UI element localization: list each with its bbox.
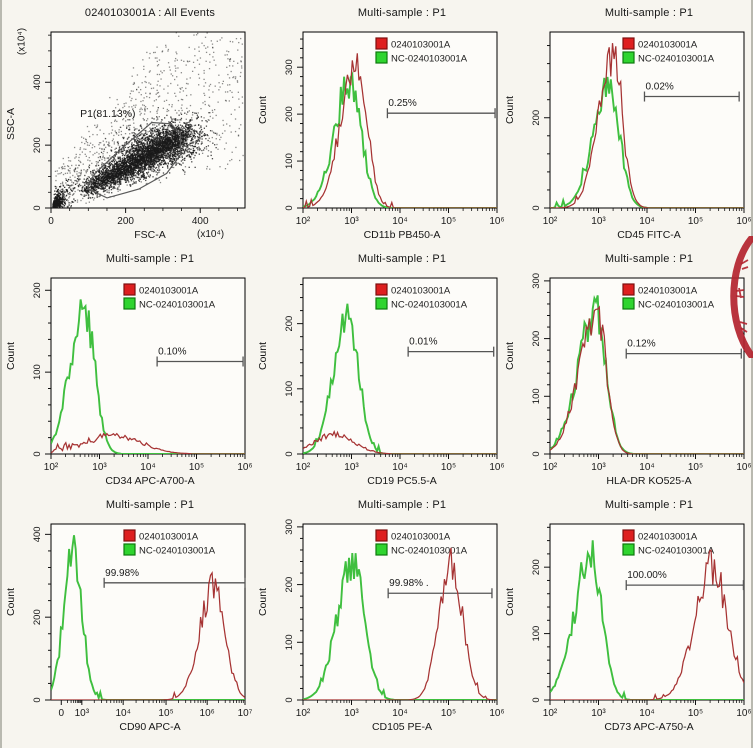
panel-title: Multi-sample : P1 (105, 499, 195, 511)
panel-cd45: Multi-sample : P1 Count 0 200 10² 10³ 10⁴ 10⁵… (504, 6, 752, 254)
x-axis-label: CD11b PB450-A (363, 229, 441, 241)
svg-text:200: 200 (32, 137, 43, 153)
panel-title: Multi-sample : P1 (357, 7, 447, 19)
panel-title: Multi-sample : P1 (357, 499, 447, 511)
panel-cd19: Multi-sample : P1 Count 0 100 200 10² 10³ 10⁴… (257, 252, 505, 500)
panel-title: Multi-sample : P1 (604, 253, 694, 265)
x-axis-label: CD90 APC-A (119, 721, 181, 733)
panel-title: Multi-sample : P1 (105, 253, 195, 265)
x-axis-label: CD45 FITC-A (617, 229, 681, 241)
x-axis-label: HLA-DR KO525-A (606, 475, 692, 487)
svg-text:400: 400 (192, 216, 209, 227)
svg-text:200: 200 (117, 216, 134, 227)
panel-title: Multi-sample : P1 (357, 253, 447, 265)
panel-hladr: Multi-sample : P1 Count 0 100 200 300 10² 10³… (504, 252, 752, 500)
red-seal-icon (730, 236, 753, 358)
panel-title: Multi-sample : P1 (604, 499, 694, 511)
svg-text:0: 0 (32, 205, 43, 210)
svg-text:400: 400 (32, 74, 43, 90)
panel-cd34: Multi-sample : P1 Count 0 100 200 10² 10³ 10⁴… (5, 252, 253, 500)
panel-cd73: Multi-sample : P1 Count 0 100 200 10² 10³ 10⁴… (504, 498, 752, 746)
x-axis-label: CD73 APC-A750-A (604, 721, 694, 733)
panel-cd90: Multi-sample : P1 Count 0 200 400 0 10³ 10⁴ 10… (5, 498, 253, 746)
x-axis-multiplier: (x10⁴) (197, 229, 225, 240)
svg-text:0: 0 (48, 216, 54, 227)
panel-cd105: Multi-sample : P1 Count 0 100 200 300 10² 10³… (257, 498, 505, 746)
panel-title: 0240103001A : All Events (84, 7, 216, 19)
x-axis-label: CD34 APC-A700-A (105, 475, 195, 487)
panel-cd11b: Multi-sample : P1 Count 0 100 200 300 10² 10³… (257, 6, 505, 254)
scan-edge-left (0, 0, 2, 748)
x-axis-label: CD19 PC5.5-A (367, 475, 437, 487)
panel-title: Multi-sample : P1 (604, 7, 694, 19)
x-axis-label: FSC-A (134, 229, 166, 241)
x-axis-label: CD105 PE-A (371, 721, 433, 733)
scan-edge-right (751, 0, 753, 748)
